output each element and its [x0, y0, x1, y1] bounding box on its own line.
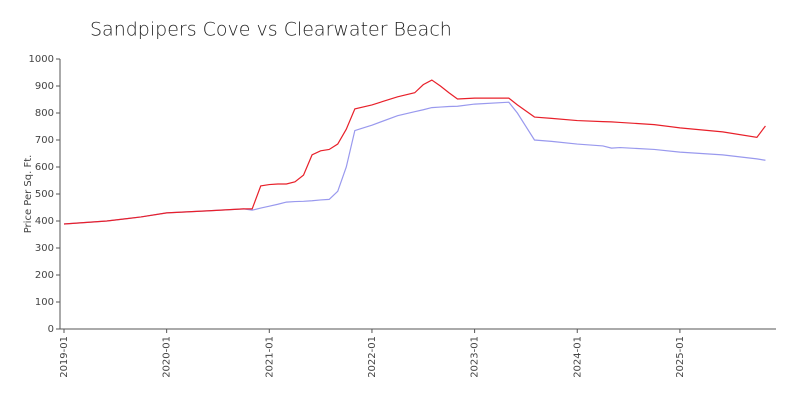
y-tick-label: 600 [35, 162, 54, 173]
y-tick-label: 100 [35, 297, 54, 308]
y-tick-label: 700 [35, 135, 54, 146]
series-line [63, 101, 766, 225]
x-tick-label: 2025-01 [675, 336, 686, 378]
y-tick-label: 800 [35, 108, 54, 119]
y-tick-label: 400 [35, 216, 54, 227]
x-tick-label: 2022-01 [367, 336, 378, 378]
x-tick-label: 2024-01 [572, 336, 583, 378]
x-tick-label: 2019-01 [59, 336, 70, 378]
chart-title: Sandpipers Cove vs Clearwater Beach [90, 19, 452, 41]
y-tick-label: 200 [35, 270, 54, 281]
x-tick-label: 2021-01 [264, 336, 275, 378]
y-tick-label: 300 [35, 243, 54, 254]
y-axis-label: Price Per Sq. Ft. [23, 155, 34, 234]
x-tick-label: 2020-01 [162, 336, 173, 378]
y-tick-label: 500 [35, 189, 54, 200]
x-tick-label: 2023-01 [470, 336, 481, 378]
series-line [63, 79, 766, 225]
y-tick-label: 0 [48, 324, 54, 335]
y-tick-label: 1000 [29, 54, 54, 65]
y-tick-label: 900 [35, 81, 54, 92]
